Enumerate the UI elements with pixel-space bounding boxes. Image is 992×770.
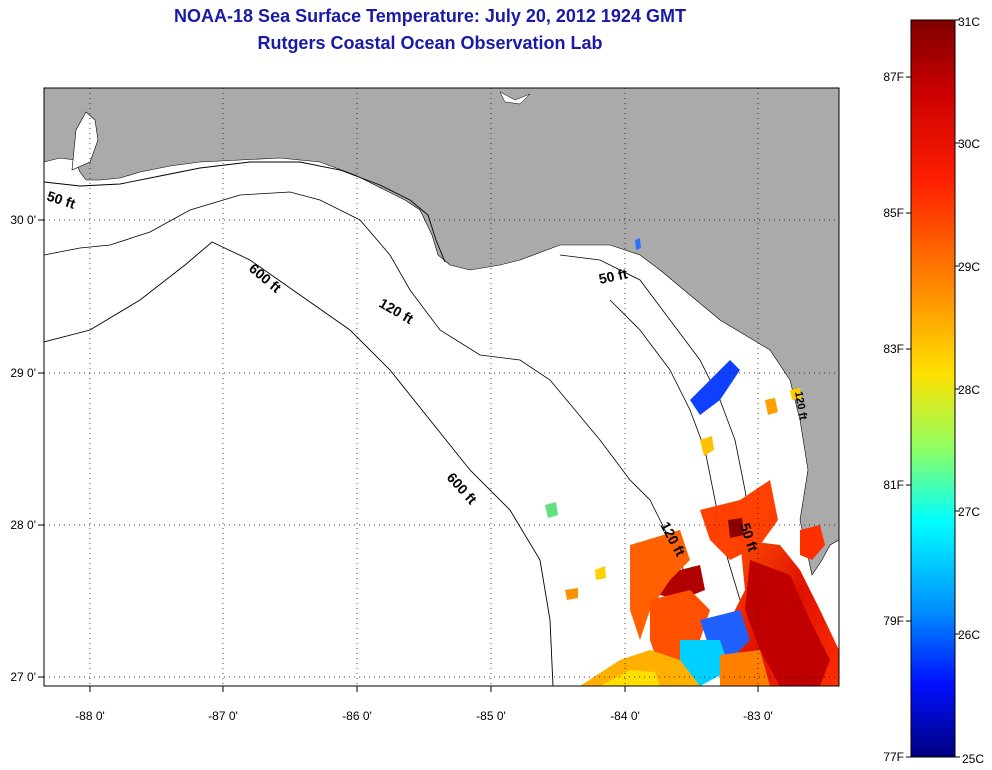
cb-label-79f: 79F (883, 614, 904, 628)
tick-marks (38, 219, 759, 692)
lon-label-86: -86 0' (342, 709, 372, 723)
sst-data-patches (545, 238, 839, 686)
lat-label-27: 27 0' (10, 670, 36, 684)
cb-label-28c: 28C (958, 383, 980, 397)
cb-label-30c: 30C (958, 137, 980, 151)
colorbar (910, 19, 956, 758)
lake-patch (499, 91, 531, 105)
contour-600ft (44, 241, 554, 686)
lat-label-28: 28 0' (10, 518, 36, 532)
cb-label-26c: 26C (958, 628, 980, 642)
lon-label-87: -87 0' (208, 709, 238, 723)
contour-50ft-west (44, 161, 446, 263)
contour-label-120ft-coast: 120 ft (792, 390, 809, 421)
cb-label-85f: 85F (883, 206, 904, 220)
map-frame (43, 87, 840, 687)
cb-label-87f: 87F (883, 70, 904, 84)
map-subtitle: Rutgers Coastal Ocean Observation Lab (257, 33, 603, 53)
contour-120ft (44, 191, 701, 611)
cb-label-29c: 29C (958, 260, 980, 274)
cb-label-31c: 31C (958, 15, 980, 29)
map-title: NOAA-18 Sea Surface Temperature: July 20… (174, 6, 686, 26)
lon-label-83: -83 0' (743, 709, 773, 723)
contour-label-50ft-east: 50 ft (597, 265, 629, 287)
cb-label-83f: 83F (883, 342, 904, 356)
cb-label-25c: 25C (962, 752, 984, 766)
cb-label-27c: 27C (958, 505, 980, 519)
colorbar-ticks (906, 19, 960, 758)
cb-label-81f: 81F (883, 478, 904, 492)
cb-label-77f: 77F (883, 750, 904, 764)
lon-label-84: -84 0' (610, 709, 640, 723)
lon-label-85: -85 0' (476, 709, 506, 723)
land-mass (44, 88, 839, 576)
lon-label-88: -88 0' (75, 709, 105, 723)
lat-label-29: 29 0' (10, 366, 36, 380)
bay-inlet (71, 111, 99, 171)
lat-label-30: 30 0' (10, 213, 36, 227)
